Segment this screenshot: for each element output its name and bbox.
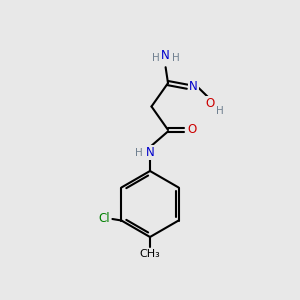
Text: H: H xyxy=(152,53,160,63)
Text: H: H xyxy=(216,106,224,116)
Text: H: H xyxy=(172,53,179,63)
Text: H: H xyxy=(135,148,142,158)
Text: N: N xyxy=(189,80,198,93)
Text: O: O xyxy=(205,97,214,110)
Text: N: N xyxy=(146,146,154,159)
Text: Cl: Cl xyxy=(98,212,110,226)
Text: N: N xyxy=(161,49,170,62)
Text: O: O xyxy=(188,123,196,136)
Text: CH₃: CH₃ xyxy=(140,249,160,259)
